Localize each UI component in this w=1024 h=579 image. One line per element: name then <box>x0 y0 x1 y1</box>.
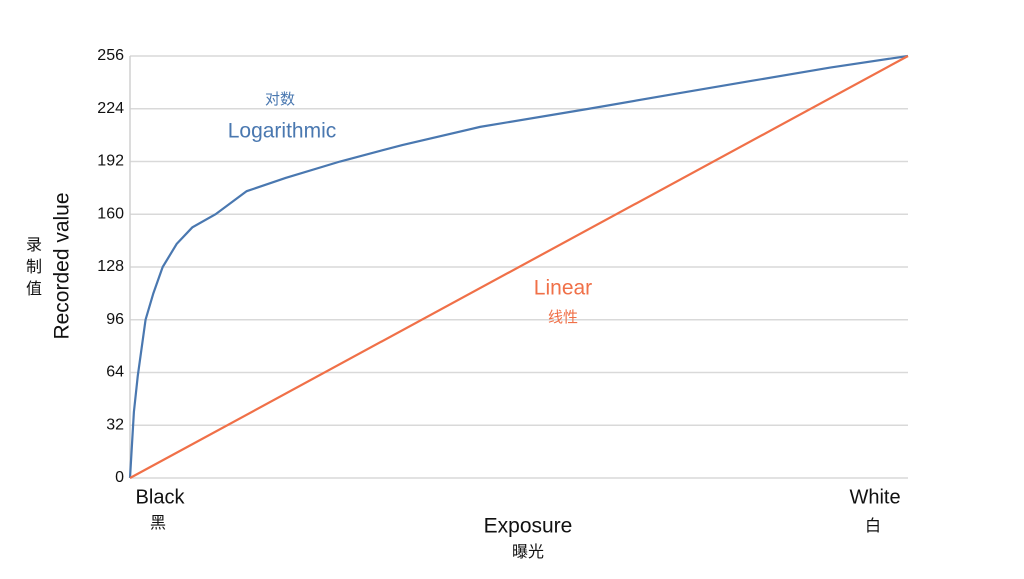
y-axis-label: Recorded value <box>51 192 74 339</box>
series-sublabel: 线性 <box>548 309 578 326</box>
x-tick-sublabel: 黑 <box>150 515 166 532</box>
line <box>129 55 909 479</box>
y-tick-label: 128 <box>97 258 124 275</box>
y-tick-label: 160 <box>97 205 124 222</box>
y-axis-sublabel: 录 <box>26 236 42 254</box>
x-tick-label: White <box>849 486 900 508</box>
x-tick-label: Black <box>136 486 186 508</box>
y-tick-label: 0 <box>115 469 124 486</box>
y-axis-sublabel: 值 <box>26 280 42 298</box>
x-axis-sublabel: 曝光 <box>512 543 544 561</box>
y-tick-label: 96 <box>106 311 124 328</box>
x-axis-label: Exposure <box>484 515 573 538</box>
series-label: Logarithmic <box>228 120 337 143</box>
series-sublabel: 对数 <box>265 91 295 108</box>
x-tick-sublabel: 白 <box>865 517 881 535</box>
y-tick-label: 64 <box>106 364 124 381</box>
y-axis-sublabel: 制 <box>26 258 42 276</box>
y-tick-label: 256 <box>97 47 124 64</box>
y-tick-label: 224 <box>97 100 124 117</box>
y-tick-label: 192 <box>97 153 124 170</box>
line <box>128 54 909 479</box>
y-tick-label: 32 <box>106 416 124 433</box>
series-label: Linear <box>534 277 592 300</box>
